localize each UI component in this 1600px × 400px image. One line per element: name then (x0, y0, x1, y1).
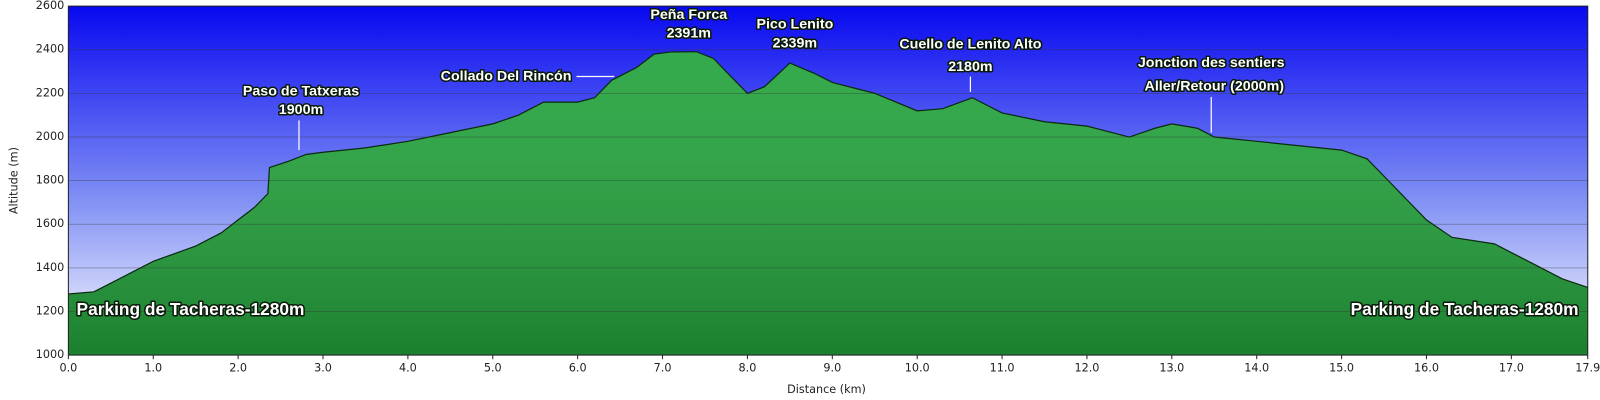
y-tick-label: 1600 (36, 217, 65, 230)
plot-border (67, 5, 1589, 356)
area-shade (68, 51, 1588, 356)
x-tick-label: 14.0 (1244, 361, 1269, 374)
x-tick-label: 0.0 (59, 361, 77, 374)
x-tick-label: 16.0 (1414, 361, 1439, 374)
profile-line (68, 51, 1588, 295)
annotation: Paso de Tatxeras (243, 84, 359, 100)
y-tick-label: 2400 (36, 43, 65, 56)
y-axis-label: Altitude (m) (7, 147, 20, 214)
x-tick-label: 11.0 (990, 361, 1015, 374)
annotation: Collado Del Rincón (441, 68, 572, 84)
y-tick-label: 2000 (36, 130, 65, 143)
x-tick-label: 8.0 (739, 361, 757, 374)
x-tick-label: 6.0 (569, 361, 587, 374)
x-axis-label: Distance (km) (787, 383, 866, 396)
annotation: 1900m (279, 102, 323, 118)
x-tick-label: 9.0 (823, 361, 841, 374)
x-tick-label: 17.9 (1575, 361, 1600, 374)
y-tick-label: 1000 (36, 348, 65, 361)
annotation: Cuello de Lenito Alto (899, 37, 1041, 53)
y-tick-label: 1400 (36, 261, 65, 274)
y-tick-label: 1200 (36, 304, 65, 317)
y-tick-label: 2200 (36, 86, 65, 99)
annotation: Peña Forca (650, 7, 728, 23)
x-tick-label: 5.0 (484, 361, 502, 374)
y-tick-label: 2600 (36, 0, 65, 12)
annotation: Parking de Tacheras-1280m (77, 299, 305, 319)
y-tick-label: 1800 (36, 174, 65, 187)
annotation: Jonction des sentiers (1138, 55, 1285, 71)
annotation: 2391m (667, 25, 711, 41)
x-tick-label: 10.0 (905, 361, 930, 374)
annotation: Parking de Tacheras-1280m (1351, 299, 1579, 319)
x-tick-label: 7.0 (654, 361, 672, 374)
x-tick-label: 17.0 (1499, 361, 1524, 374)
annotation: Aller/Retour (2000m) (1145, 79, 1285, 95)
annotation: Pico Lenito (756, 16, 833, 32)
x-tick-label: 1.0 (144, 361, 162, 374)
x-tick-label: 15.0 (1329, 361, 1354, 374)
x-tick-label: 3.0 (314, 361, 332, 374)
x-tick-label: 4.0 (399, 361, 417, 374)
x-tick-label: 13.0 (1159, 361, 1184, 374)
x-tick-label: 2.0 (229, 361, 247, 374)
annotation: 2339m (773, 36, 817, 52)
annotation: 2180m (948, 59, 992, 75)
x-tick-label: 12.0 (1074, 361, 1099, 374)
